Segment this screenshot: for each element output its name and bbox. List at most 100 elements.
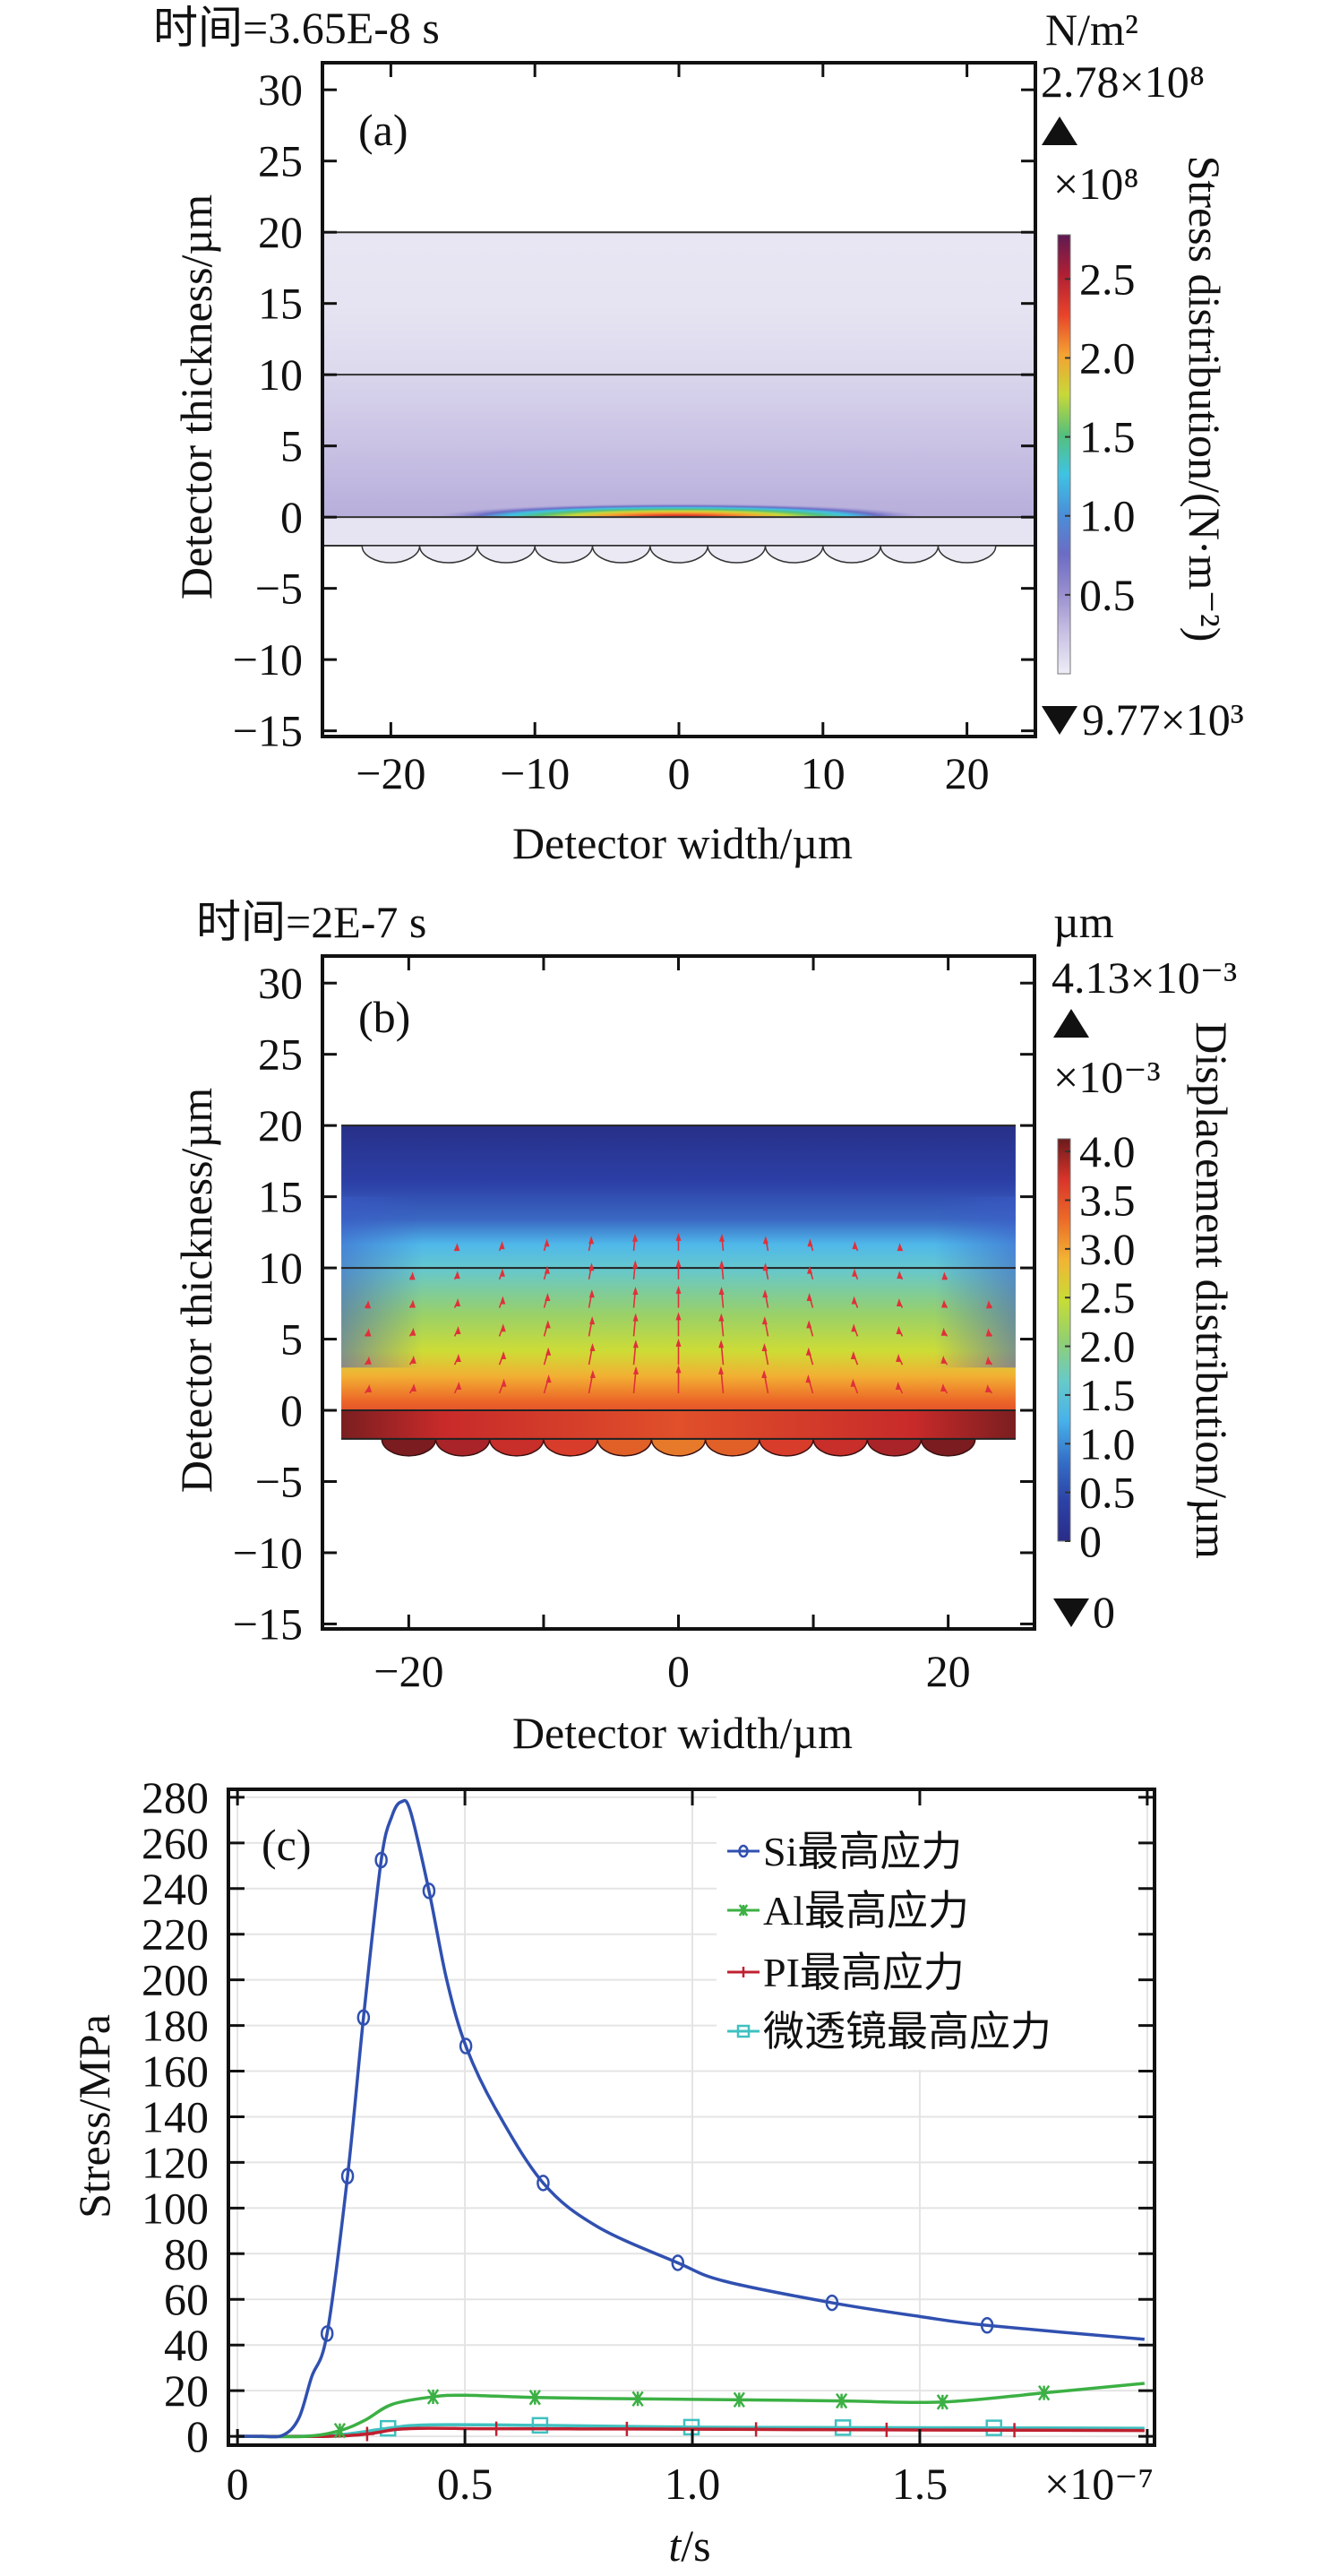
arrow-head-icon — [632, 1233, 639, 1242]
square-marker-icon — [834, 2419, 852, 2436]
min-triangle-icon — [1053, 1598, 1089, 1627]
panel-b-label: (b) — [358, 992, 410, 1042]
colorbar-tick-label: 0.5 — [1079, 1468, 1136, 1518]
x-multiplier: ×10⁻⁷ — [1044, 2459, 1154, 2509]
microlens — [361, 545, 421, 564]
x-tick-label: 1.5 — [892, 2459, 949, 2509]
arrow-head-icon — [455, 1354, 461, 1363]
arrow-head-icon — [805, 1347, 811, 1356]
colorbar-tick-label: 2.5 — [1079, 254, 1136, 304]
colorbar-tick-label: 4.0 — [1079, 1126, 1136, 1176]
y-tick-label: 80 — [164, 2228, 209, 2279]
arrow-head-icon — [499, 1241, 505, 1250]
y-tick-label: 40 — [164, 2320, 209, 2370]
arrow-head-icon — [985, 1328, 992, 1337]
arrow-head-icon — [851, 1323, 857, 1332]
axes-a: −15 −10 −5 0 5 10 15 20 25 30 −20 −10 0 10 20 — [233, 61, 1037, 798]
y-tick-label: 0 — [280, 1385, 303, 1435]
panel-b-displacement-map: −15 −10 −5 0 5 10 15 20 25 30 −20 0 20 时间=2E-7 s (b)… — [171, 897, 1237, 1758]
y-tick-label: 240 — [142, 1864, 209, 1914]
microlens — [866, 1438, 923, 1457]
arrow-head-icon — [805, 1374, 811, 1383]
microlens — [476, 545, 536, 564]
y-tick-label: −5 — [255, 1456, 303, 1506]
arrow-head-icon — [896, 1354, 902, 1363]
colorbar-tick-label: 2.5 — [1079, 1272, 1136, 1322]
plus-marker-icon — [1007, 2423, 1022, 2438]
y-tick-label: 5 — [280, 1314, 303, 1365]
xlabel-var: t — [668, 2520, 682, 2571]
arrow-head-icon — [896, 1326, 902, 1335]
legend-item: Si最高应力 — [727, 1829, 962, 1874]
arrow-head-icon — [807, 1238, 813, 1247]
legend-item: Al最高应力 — [727, 1888, 969, 1934]
colorbar-tick-label: 3.0 — [1079, 1224, 1136, 1274]
arrow-head-icon — [984, 1383, 991, 1392]
circle-marker-icon — [422, 1882, 436, 1900]
arrow-head-icon — [500, 1296, 506, 1305]
microlens — [381, 1438, 437, 1457]
microlens — [759, 1438, 814, 1457]
panel-c-stress-vs-time: 0204060801001201401601802002202402602800… — [69, 1772, 1156, 2571]
legend-item: PI最高应力 — [727, 1950, 965, 1995]
arrow-head-icon — [545, 1320, 551, 1329]
microlens — [822, 545, 881, 564]
arrow-head-icon — [544, 1265, 550, 1274]
star-marker-icon — [528, 2390, 541, 2406]
arrow-head-icon — [365, 1300, 372, 1309]
arrow-head-icon — [365, 1328, 372, 1337]
y-tick-label: 260 — [142, 1818, 209, 1868]
arrow-head-icon — [761, 1343, 768, 1352]
y-tick-label: 25 — [258, 136, 303, 186]
arrow-head-icon — [985, 1300, 992, 1309]
arrow-head-icon — [632, 1313, 639, 1322]
microlens — [418, 545, 478, 564]
arrow-head-icon — [410, 1327, 416, 1336]
arrow-head-icon — [897, 1243, 903, 1252]
y-tick-label: 25 — [258, 1030, 303, 1080]
colorbar-tick-label: 1.5 — [1079, 1370, 1136, 1420]
panel-c-ylabel: Stress/MPa — [69, 2014, 119, 2218]
y-tick-label: 15 — [258, 279, 303, 329]
panel-a-xlabel: Detector width/µm — [512, 818, 853, 868]
circle-marker-icon — [340, 2167, 355, 2184]
y-tick-label: 0 — [186, 2411, 209, 2461]
arrow-head-icon — [588, 1262, 595, 1271]
star-marker-icon — [733, 2391, 745, 2408]
colorbar-b: 00.51.01.52.02.53.03.54.0 — [1057, 1126, 1136, 1566]
circle-marker-icon — [671, 2254, 685, 2271]
panel-a-stress-map: −15 −10 −5 0 5 10 15 20 25 30 −20 −10 0 10 20 时间=3.65E… — [153, 3, 1244, 868]
arrow-head-icon — [941, 1299, 948, 1308]
y-tick-label: 20 — [164, 2365, 209, 2416]
colorbar-b-title: Displacement distribution/µm — [1187, 1021, 1237, 1559]
arrow-head-icon — [718, 1313, 725, 1322]
colorbar-b-min: 0 — [1093, 1587, 1115, 1637]
arrow-head-icon — [589, 1316, 596, 1325]
arrow-head-icon — [454, 1243, 460, 1252]
microlens — [704, 1438, 760, 1457]
circle-marker-icon — [459, 2038, 473, 2055]
legend-label: 微透镜最高应力 — [763, 2009, 1052, 2055]
y-tick-label: 220 — [142, 1909, 209, 1960]
panel-a-label: (a) — [358, 105, 408, 155]
arrow-head-icon — [409, 1271, 416, 1280]
arrow-head-icon — [500, 1323, 506, 1332]
colorbar-a-title: Stress distribution/(N·m⁻²) — [1180, 156, 1230, 642]
square-marker-icon — [531, 2417, 549, 2434]
arrow-head-icon — [410, 1355, 416, 1364]
colorbar-tick-label: 0 — [1079, 1516, 1102, 1566]
arrow-head-icon — [545, 1374, 552, 1383]
x-tick-label: −10 — [500, 748, 570, 798]
microlens — [764, 545, 824, 564]
panel-b-time-title: 时间=2E-7 s — [196, 897, 426, 947]
circle-marker-icon — [537, 2175, 550, 2192]
plus-marker-icon — [738, 1967, 749, 1977]
y-tick-label: 180 — [142, 2001, 209, 2051]
arrow-head-icon — [940, 1327, 947, 1336]
square-marker-icon — [985, 2419, 1002, 2436]
microlens — [649, 545, 708, 564]
circle-marker-icon — [738, 1844, 749, 1858]
arrow-head-icon — [718, 1233, 725, 1242]
panel-a-ylabel: Detector thickness/µm — [171, 194, 221, 599]
arrow-head-icon — [545, 1293, 551, 1302]
